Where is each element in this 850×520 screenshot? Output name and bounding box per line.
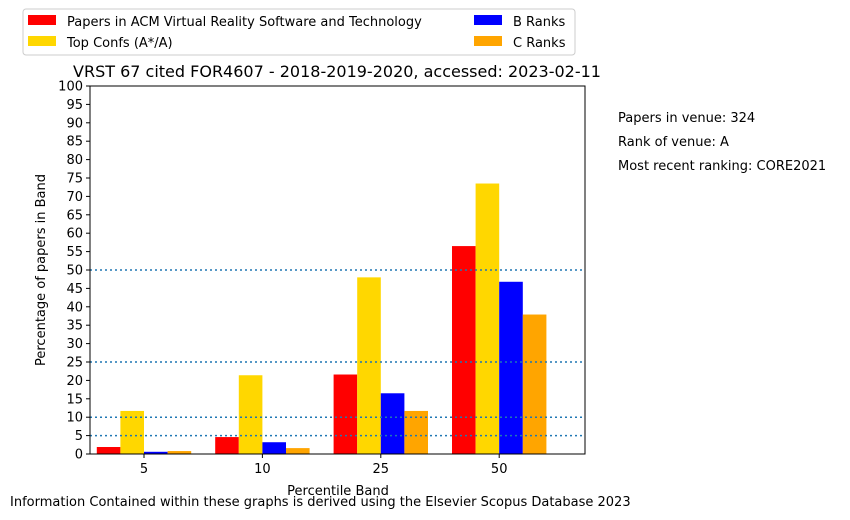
y-tick-label: 90	[66, 116, 83, 131]
legend-label-2: B Ranks	[513, 15, 566, 30]
x-tick-label: 50	[491, 462, 508, 477]
chart-title: VRST 67 cited FOR4607 - 2018-2019-2020, …	[73, 62, 601, 81]
plot-frame	[89, 85, 586, 455]
legend-label-3: C Ranks	[513, 36, 566, 51]
x-tick-label: 5	[140, 462, 148, 477]
legend-swatch-0	[28, 15, 56, 25]
y-tick-label: 35	[66, 319, 83, 334]
bars	[96, 183, 547, 454]
y-tick-label: 65	[66, 208, 83, 223]
bar-0-25	[333, 374, 358, 454]
bar-0-10	[215, 437, 239, 454]
y-axis-label: Percentage of papers in Band	[34, 174, 49, 366]
bar-3-50	[522, 314, 547, 454]
y-axis: 0 5 10 15 20 25 30 35 40 45 50 55 60 65 70 75 80 85 90 95 10…	[58, 80, 90, 463]
legend-label-0: Papers in ACM Virtual Reality Software a…	[67, 15, 422, 30]
x-tick-label: 10	[254, 462, 271, 477]
bar-1-25	[357, 277, 381, 454]
venue-rank-note: Rank of venue: A	[618, 135, 729, 150]
bar-0-50	[452, 246, 476, 454]
y-tick-label: 95	[66, 98, 83, 113]
x-axis-label: Percentile Band	[287, 484, 389, 499]
y-tick-label: 25	[66, 356, 83, 371]
y-tick-label: 0	[75, 448, 83, 463]
bar-3-25	[404, 410, 428, 454]
bar-0-5	[96, 447, 121, 454]
bar-3-10	[286, 448, 310, 454]
bar-1-5	[120, 410, 144, 454]
y-tick-label: 15	[66, 392, 83, 407]
y-tick-label: 45	[66, 282, 83, 297]
y-tick-label: 50	[66, 264, 83, 279]
y-tick-label: 40	[66, 300, 83, 315]
legend-label-1: Top Confs (A*/A)	[66, 36, 173, 51]
y-tick-label: 5	[75, 429, 83, 444]
y-tick-label: 70	[66, 190, 83, 205]
legend-swatch-2	[474, 15, 502, 25]
y-tick-label: 10	[66, 411, 83, 426]
y-tick-label: 55	[66, 245, 83, 260]
papers-in-venue-note: Papers in venue: 324	[618, 111, 756, 126]
y-tick-label: 85	[66, 135, 83, 150]
bar-2-5	[144, 451, 168, 454]
y-tick-label: 30	[66, 337, 83, 352]
y-tick-label: 100	[58, 80, 83, 95]
y-tick-label: 75	[66, 172, 83, 187]
legend: Papers in ACM Virtual Reality Software a…	[22, 8, 576, 56]
bar-1-50	[475, 183, 500, 454]
legend-swatch-3	[474, 36, 502, 46]
y-tick-label: 60	[66, 227, 83, 242]
bar-2-10	[262, 442, 286, 454]
source-footnote: Information Contained within these graph…	[10, 495, 631, 510]
y-tick-label: 20	[66, 374, 83, 389]
bar-2-50	[499, 281, 523, 454]
y-tick-label: 80	[66, 153, 83, 168]
recent-ranking-note: Most recent ranking: CORE2021	[618, 159, 827, 174]
legend-swatch-1	[28, 36, 56, 46]
bar-1-10	[238, 375, 263, 454]
x-tick-label: 25	[373, 462, 390, 477]
x-axis: 5 10 25 50	[140, 454, 508, 477]
bar-3-5	[167, 451, 192, 454]
legend-box	[22, 8, 576, 56]
bar-2-25	[380, 393, 405, 454]
